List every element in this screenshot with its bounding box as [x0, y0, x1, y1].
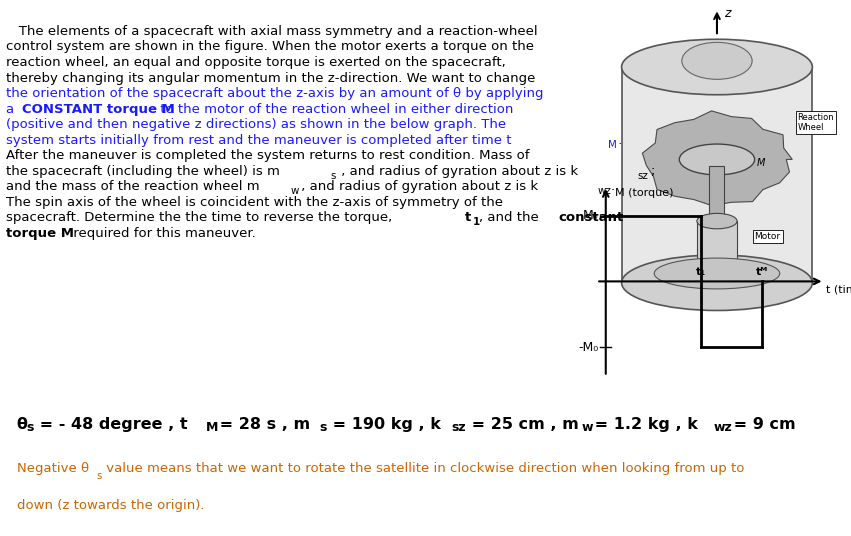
Text: t (time): t (time): [826, 285, 851, 295]
Text: tᴹ: tᴹ: [756, 267, 768, 277]
Text: ;: ;: [650, 165, 654, 178]
Text: to the motor of the reaction wheel in either direction: to the motor of the reaction wheel in ei…: [157, 102, 514, 116]
Text: M (torque): M (torque): [615, 188, 674, 198]
Text: z: z: [724, 7, 731, 20]
Text: = 190 kg , k: = 190 kg , k: [327, 417, 441, 432]
Text: wz: wz: [598, 187, 612, 196]
Text: -M₀: -M₀: [578, 340, 598, 354]
Text: torque M: torque M: [6, 227, 74, 240]
Text: = 1.2 kg , k: = 1.2 kg , k: [589, 417, 698, 432]
Text: value means that we want to rotate the satellite in clockwise direction when loo: value means that we want to rotate the s…: [102, 462, 745, 475]
Text: wz: wz: [713, 421, 732, 434]
Text: Motor: Motor: [755, 232, 780, 241]
Text: = 28 s , m: = 28 s , m: [214, 417, 310, 432]
Text: 1: 1: [473, 218, 480, 227]
Ellipse shape: [621, 255, 813, 310]
Text: the spacecraft (including the wheel) is m: the spacecraft (including the wheel) is …: [6, 165, 280, 178]
Text: w: w: [581, 421, 593, 434]
Ellipse shape: [679, 144, 755, 175]
Text: (positive and then negative z directions) as shown in the below graph. The: (positive and then negative z directions…: [6, 118, 506, 131]
Text: sz: sz: [451, 421, 465, 434]
Text: required for this maneuver.: required for this maneuver.: [69, 227, 256, 240]
Ellipse shape: [697, 213, 737, 229]
Text: Reaction
Wheel: Reaction Wheel: [797, 113, 834, 132]
Polygon shape: [621, 67, 813, 283]
Ellipse shape: [697, 259, 737, 275]
Polygon shape: [643, 111, 792, 206]
Text: reaction wheel, an equal and opposite torque is exerted on the spacecraft,: reaction wheel, an equal and opposite to…: [6, 56, 505, 69]
Text: The elements of a spacecraft with axial mass symmetry and a reaction-wheel: The elements of a spacecraft with axial …: [6, 25, 538, 38]
Text: M: M: [608, 140, 616, 150]
Text: s: s: [319, 421, 327, 434]
Text: M: M: [757, 158, 766, 168]
Ellipse shape: [682, 42, 752, 79]
Text: CONSTANT torque M: CONSTANT torque M: [22, 102, 174, 116]
Text: w: w: [291, 187, 300, 196]
Text: M: M: [206, 421, 219, 434]
Text: system starts initially from rest and the maneuver is completed after time t: system starts initially from rest and th…: [6, 133, 511, 147]
Text: down (z towards the origin).: down (z towards the origin).: [17, 500, 204, 512]
Text: constant: constant: [558, 211, 624, 224]
Text: M₀: M₀: [583, 209, 598, 222]
Text: .: .: [610, 180, 614, 193]
Ellipse shape: [621, 39, 813, 95]
Text: and the mass of the reaction wheel m: and the mass of the reaction wheel m: [6, 180, 260, 193]
Text: Negative θ: Negative θ: [17, 462, 89, 475]
Text: , and the: , and the: [479, 211, 543, 224]
Polygon shape: [710, 166, 724, 221]
Text: control system are shown in the figure. When the motor exerts a torque on the: control system are shown in the figure. …: [6, 40, 534, 54]
Text: s: s: [26, 421, 34, 434]
Text: s: s: [330, 171, 336, 181]
Ellipse shape: [654, 258, 780, 289]
Text: spacecraft. Determine the the time to reverse the torque,: spacecraft. Determine the the time to re…: [6, 211, 397, 224]
Text: , and radius of gyration about z is k: , and radius of gyration about z is k: [297, 180, 538, 193]
Text: = 9 cm: = 9 cm: [728, 417, 796, 432]
Text: t₁: t₁: [696, 267, 706, 277]
Text: = - 48 degree , t: = - 48 degree , t: [34, 417, 187, 432]
Text: θ: θ: [17, 417, 27, 432]
Text: s: s: [96, 471, 101, 481]
Text: The spin axis of the wheel is coincident with the z-axis of symmetry of the: The spin axis of the wheel is coincident…: [6, 196, 503, 209]
Text: .: .: [614, 133, 622, 147]
Text: t: t: [465, 211, 471, 224]
Polygon shape: [697, 221, 737, 267]
Text: thereby changing its angular momentum in the z-direction. We want to change: thereby changing its angular momentum in…: [6, 71, 535, 85]
Text: the orientation of the spacecraft about the z-axis by an amount of θ by applying: the orientation of the spacecraft about …: [6, 87, 544, 100]
Text: After the maneuver is completed the system returns to rest condition. Mass of: After the maneuver is completed the syst…: [6, 149, 529, 162]
Text: = 25 cm , m: = 25 cm , m: [466, 417, 579, 432]
Text: , and radius of gyration about z is k: , and radius of gyration about z is k: [337, 165, 578, 178]
Text: a: a: [6, 102, 19, 116]
Text: sz: sz: [637, 171, 648, 181]
